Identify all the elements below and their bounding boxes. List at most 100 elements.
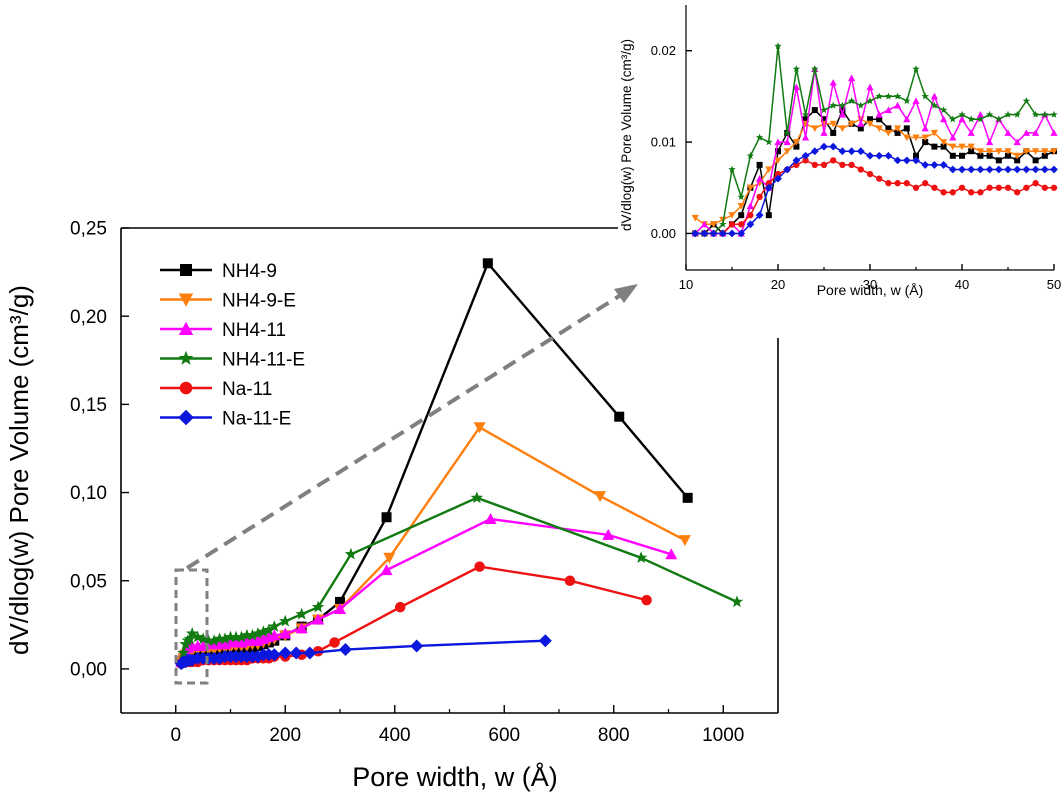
legend-label: NH4-9 — [222, 261, 277, 282]
main-data-point — [279, 627, 292, 639]
inset-data-point — [710, 221, 718, 228]
main-data-point — [229, 630, 243, 643]
inset-data-point — [1022, 165, 1031, 174]
inset-data-point — [986, 152, 993, 159]
inset-data-point — [949, 133, 957, 141]
main-data-point — [383, 552, 396, 564]
inset-data-point — [691, 229, 700, 238]
main-data-point — [295, 622, 308, 634]
inset-data-point — [839, 161, 846, 169]
inset-data-point — [1050, 148, 1058, 155]
main-data-point — [191, 630, 204, 643]
inset-series-line — [695, 46, 1054, 235]
inset-data-point — [1041, 110, 1049, 118]
inset-data-point — [876, 116, 883, 123]
inset-data-point — [810, 147, 819, 156]
inset-data-point — [811, 107, 818, 114]
inset-data-point — [885, 125, 892, 132]
inset-data-point — [746, 184, 754, 192]
inset-x-tick-label: 50 — [1047, 277, 1061, 292]
inset-data-point — [737, 229, 746, 238]
inset-data-point — [728, 229, 736, 238]
inset-data-point — [903, 125, 910, 132]
inset-data-point — [746, 202, 754, 210]
main-y-tick-label: 0,25 — [70, 219, 107, 240]
inset-data-point — [775, 148, 781, 155]
main-data-point — [381, 512, 392, 523]
inset-data-point — [866, 97, 874, 105]
main-x-axis-label: Pore width, w (Å) — [352, 761, 558, 792]
inset-data-point — [737, 203, 745, 210]
legend-entry-na-11: Na-11 — [160, 379, 272, 400]
inset-ticks: 10 20 30 40 50 0.00 0.01 0.02 — [651, 43, 1062, 292]
inset-data-point — [857, 120, 865, 127]
inset-data-point — [737, 193, 745, 201]
inset-series-line — [695, 108, 1055, 235]
main-data-point — [183, 632, 197, 645]
inset-data-point — [838, 125, 846, 132]
inset-data-point — [709, 229, 718, 238]
inset-data-point — [847, 147, 856, 156]
inset-data-point — [746, 151, 755, 159]
inset-data-point — [821, 116, 827, 123]
inset-data-point — [958, 184, 966, 191]
main-data-point — [484, 513, 497, 524]
inset-data-point — [738, 212, 745, 219]
inset-data-point — [894, 101, 902, 109]
main-data-point — [262, 623, 276, 636]
legend-marker — [178, 321, 194, 335]
main-data-point — [279, 614, 292, 627]
inset-data-point — [912, 156, 920, 165]
inset-x-axis-label: Pore width, w (Å) — [817, 282, 924, 298]
inset-data-point — [894, 180, 901, 187]
inset-data-point — [755, 211, 764, 220]
main-data-point — [207, 634, 221, 646]
inset-data-point — [793, 161, 800, 169]
inset-y-tick-label: 0.02 — [651, 43, 676, 58]
inset-data-point — [893, 92, 902, 100]
inset-data-point — [903, 115, 911, 123]
inset-data-point — [940, 139, 948, 146]
inset-data-point — [801, 110, 810, 118]
inset-data-point — [1004, 148, 1012, 155]
inset-x-tick-label: 10 — [679, 277, 693, 292]
inset-data-point — [884, 106, 892, 114]
inset-data-point — [903, 97, 911, 105]
inset-data-point — [893, 156, 902, 165]
inset-data-point — [985, 165, 994, 174]
inset-data-point — [922, 180, 929, 187]
inset-data-point — [830, 129, 837, 136]
inset-data-point — [902, 156, 911, 165]
inset-data-point — [967, 129, 975, 136]
inset-data-point — [857, 166, 864, 173]
legend-label: NH4-9-E — [222, 291, 296, 312]
main-y-tick-label: 0,10 — [70, 483, 107, 504]
inset-data-point — [756, 161, 763, 168]
inset-data-point — [700, 220, 708, 228]
inset-data-point — [949, 143, 957, 151]
main-ticks: 0 200 400 600 800 1000 0,00 0,05 0,10 0,15 0,20 0,2… — [70, 219, 744, 746]
main-data-point — [730, 595, 744, 608]
inset-data-point — [1041, 148, 1049, 155]
inset-data-point — [921, 92, 929, 100]
legend-label: NH4-11 — [222, 320, 286, 341]
inset-data-point — [994, 165, 1003, 174]
inset-data-point — [958, 115, 966, 123]
main-data-point — [268, 629, 281, 641]
inset-data-point — [930, 101, 939, 109]
inset-data-point — [940, 143, 947, 150]
inset-y-tick-label: 0.01 — [651, 135, 676, 150]
inset-data-point — [903, 134, 911, 142]
main-data-point — [564, 575, 576, 586]
inset-y-tick-label: 0.00 — [651, 226, 676, 241]
main-data-point — [251, 627, 265, 639]
main-y-tick-label: 0,00 — [70, 660, 107, 681]
inset-data-point — [1041, 184, 1048, 191]
inset-data-point — [1005, 152, 1011, 159]
inset-data-point — [783, 138, 791, 146]
inset-data-point — [959, 152, 965, 159]
inset-data-point — [995, 115, 1003, 123]
inset-data-point — [774, 42, 782, 50]
main-x-tick-label: 200 — [269, 725, 301, 746]
inset-data-point — [1050, 110, 1058, 118]
